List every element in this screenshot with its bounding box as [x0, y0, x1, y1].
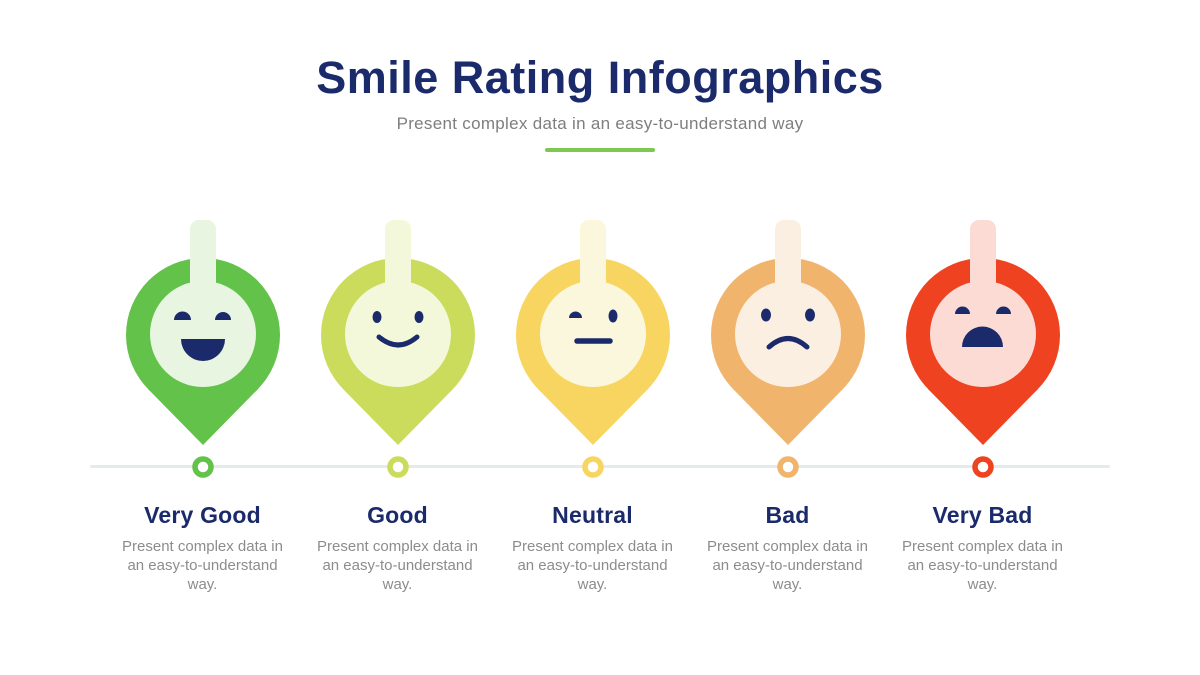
frown-mouth [766, 336, 809, 350]
pin-face-background [344, 281, 451, 387]
left-eye [372, 311, 381, 323]
pin-tail [927, 389, 1038, 445]
rating-columns: Very Good Present complex data in an eas… [105, 220, 1080, 594]
timeline-dot-neutral [581, 456, 604, 478]
rating-description: Present complex data in an easy-to-under… [512, 538, 673, 593]
rating-label: Very Good [144, 502, 261, 528]
page-subtitle: Present complex data in an easy-to-under… [396, 114, 804, 134]
timeline-dot-very-bad [971, 456, 994, 478]
rating-description: Present complex data in an easy-to-under… [707, 538, 868, 593]
timeline-dot-ring [581, 456, 604, 478]
pin-tail [342, 389, 453, 445]
neutral-face-icon [568, 309, 617, 344]
header: Smile Rating Infographics Present comple… [0, 0, 1200, 153]
pin-face-background [734, 281, 841, 387]
rating-label: Very Bad [932, 502, 1033, 528]
rating-label: Good [367, 502, 428, 528]
very-good-laughing-face-icon [173, 311, 231, 361]
pin-marker-neutral [515, 220, 670, 445]
page-title: Smile Rating Infographics [316, 52, 884, 103]
pin-face-background [149, 281, 256, 387]
very-bad-angry-face-icon [954, 306, 1011, 347]
pin-marker-good [320, 220, 475, 445]
right-eye [608, 309, 617, 323]
timeline-dot-ring [971, 456, 994, 478]
pin-marker-very-good [125, 220, 280, 445]
pin-face-background [539, 281, 646, 387]
rating-label: Bad [765, 502, 810, 528]
bad-frowning-face-icon [760, 308, 815, 350]
timeline-dot-very-good [191, 456, 214, 478]
pin-marker-bad [710, 220, 865, 445]
good-smiling-face-icon [372, 311, 423, 348]
title-underline-accent [545, 148, 655, 153]
pin-tail [537, 389, 648, 445]
pin-tail [147, 389, 258, 445]
rating-item-very-good: Very Good Present complex data in an eas… [105, 220, 300, 594]
right-eye [414, 311, 423, 323]
pin-marker-very-bad [905, 220, 1060, 445]
rating-description: Present complex data in an easy-to-under… [902, 538, 1063, 593]
timeline-dot-ring [191, 456, 214, 478]
rating-item-bad: Bad Present complex data in an easy-to-u… [690, 220, 885, 594]
left-eye [760, 308, 771, 322]
left-eye [954, 306, 970, 314]
rating-item-very-bad: Very Bad Present complex data in an easy… [885, 220, 1080, 594]
rating-item-good: Good Present complex data in an easy-to-… [300, 220, 495, 594]
rating-description: Present complex data in an easy-to-under… [317, 538, 478, 593]
timeline-dot-bad [776, 456, 799, 478]
rating-item-neutral: Neutral Present complex data in an easy-… [495, 220, 690, 594]
pin-tail [732, 389, 843, 445]
right-eye [804, 308, 815, 322]
timeline-dot-good [386, 456, 409, 478]
right-eye [214, 312, 231, 320]
open-frown-mouth [961, 326, 1003, 347]
timeline-dot-ring [386, 456, 409, 478]
rating-description: Present complex data in an easy-to-under… [122, 538, 283, 593]
left-eye [568, 311, 582, 318]
right-eye [995, 306, 1011, 314]
smile-mouth [376, 334, 419, 348]
timeline-dot-ring [776, 456, 799, 478]
open-smile-mouth [180, 339, 225, 361]
rating-label: Neutral [552, 502, 633, 528]
left-eye [173, 311, 191, 320]
